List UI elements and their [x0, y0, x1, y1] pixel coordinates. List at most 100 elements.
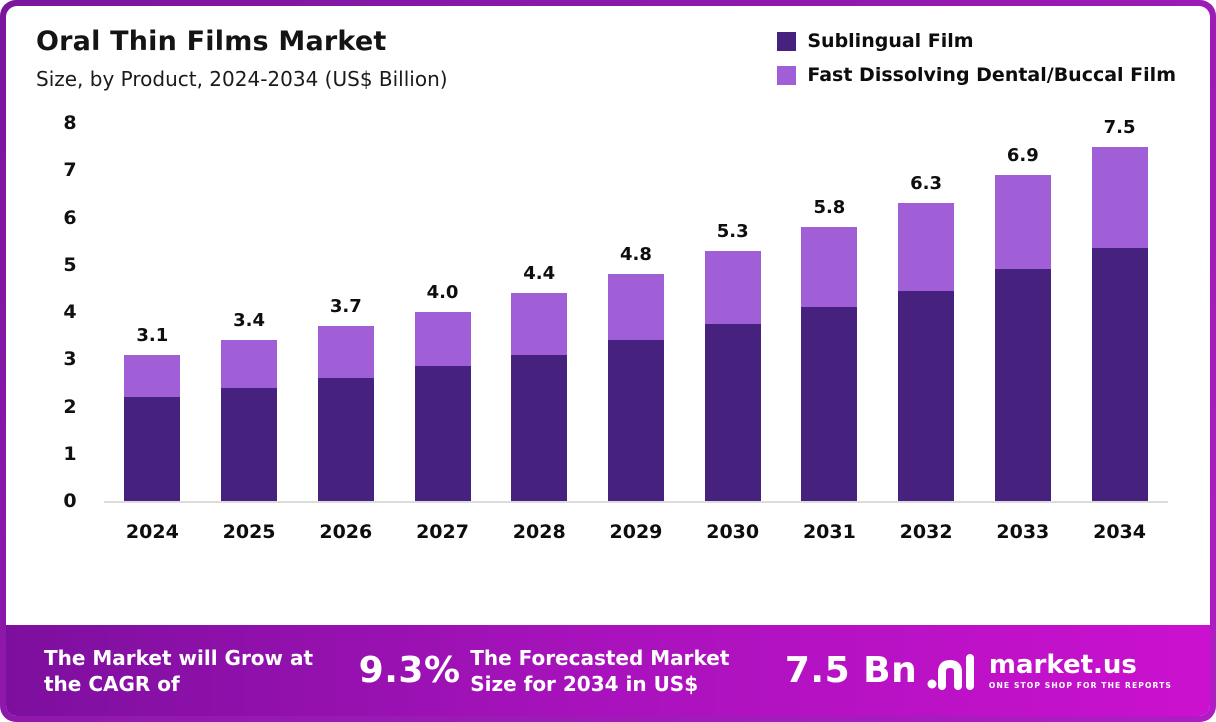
brand-name: market.us — [988, 649, 1137, 680]
bar-total-label: 4.0 — [426, 282, 459, 304]
legend-swatch-icon — [777, 65, 797, 85]
brand-text: market.us One Stop Shop For The Reports — [989, 652, 1172, 690]
chart-legend: Sublingual Film Fast Dissolving Dental/Bu… — [777, 30, 1176, 86]
bar-segment-buccal-film — [124, 354, 181, 398]
x-axis-label: 2026 — [319, 521, 373, 543]
x-axis-label: 2032 — [899, 521, 953, 543]
bar-segment-sublingual-film — [801, 307, 858, 501]
bars-container: 3.1 3.4 3.7 4.0 4.4 4.8 5.3 5.8 6.3 6.9 7.5 — [104, 117, 1168, 501]
stacked-bar — [801, 226, 858, 501]
legend-swatch-icon — [777, 31, 797, 51]
bar-segment-sublingual-film — [511, 354, 568, 501]
infographic-card: Oral Thin Films Market Size, by Product,… — [6, 6, 1210, 716]
footer-banner: The Market will Grow at the CAGR of 9.3%… — [6, 625, 1210, 716]
bar-segment-buccal-film — [607, 274, 664, 341]
x-axis-label: 2029 — [609, 521, 663, 543]
bar-group: 4.0 — [394, 125, 491, 501]
bar-total-label: 6.9 — [1006, 144, 1039, 166]
chart-subtitle: Size, by Product, 2024-2034 (US$ Billion… — [36, 67, 448, 91]
bar-group: 6.9 — [974, 125, 1071, 501]
cagr-text: The Market will Grow at the CAGR of — [44, 645, 314, 696]
bar-group: 4.8 — [588, 125, 685, 501]
bar-total-label: 5.8 — [813, 196, 846, 218]
forecast-value: 7.5 Bn — [784, 650, 918, 691]
stacked-bar — [607, 274, 664, 501]
bar-segment-buccal-film — [994, 174, 1051, 270]
x-axis-label: 2024 — [125, 521, 179, 543]
x-axis-label: 2030 — [706, 521, 760, 543]
bar-segment-buccal-film — [414, 312, 471, 367]
market-us-logo-icon — [927, 653, 974, 690]
legend-label: Fast Dissolving Dental/Buccal Film — [807, 64, 1176, 86]
stacked-bar — [704, 250, 761, 501]
bar-segment-buccal-film — [898, 203, 955, 291]
chart-header: Oral Thin Films Market Size, by Product,… — [6, 6, 1210, 91]
bar-total-label: 4.8 — [620, 244, 652, 266]
stacked-bar — [414, 312, 471, 501]
bar-total-label: 3.1 — [136, 324, 169, 346]
stacked-bar — [221, 340, 278, 501]
bar-group: 3.7 — [297, 125, 394, 501]
x-axis-label: 2034 — [1093, 521, 1146, 543]
bar-segment-buccal-film — [317, 326, 374, 379]
bar-segment-buccal-film — [511, 293, 568, 355]
stacked-bar — [317, 326, 374, 501]
chart-title: Oral Thin Films Market — [36, 26, 387, 57]
bar-total-label: 3.7 — [329, 296, 362, 318]
bar-segment-sublingual-film — [221, 387, 278, 501]
y-axis-tick: 5 — [63, 253, 77, 276]
bar-group: 3.1 — [104, 125, 201, 501]
bar-segment-sublingual-film — [704, 323, 761, 501]
legend-item: Fast Dissolving Dental/Buccal Film — [777, 64, 1176, 86]
bar-segment-buccal-film — [801, 226, 858, 308]
bar-segment-sublingual-film — [607, 340, 664, 501]
y-axis-tick: 7 — [63, 159, 77, 182]
stacked-bar — [994, 174, 1051, 501]
bar-group: 7.5 — [1071, 117, 1168, 501]
bar-total-label: 3.4 — [233, 310, 266, 332]
x-axis-label: 2028 — [512, 521, 566, 543]
bar-total-label: 6.3 — [910, 173, 943, 195]
y-axis-tick: 0 — [63, 490, 77, 512]
bar-segment-sublingual-film — [124, 397, 181, 501]
x-axis: 2024 2025 2026 2027 2028 2029 2030 2031 2032 2033… — [104, 521, 1168, 543]
bar-group: 6.3 — [878, 125, 975, 501]
bar-segment-sublingual-film — [317, 378, 374, 501]
y-axis-tick: 3 — [63, 348, 77, 371]
y-axis-tick: 4 — [63, 301, 77, 323]
legend-item: Sublingual Film — [777, 30, 1176, 52]
stacked-bar — [1091, 146, 1148, 501]
bar-segment-buccal-film — [1091, 146, 1148, 249]
bar-group: 4.4 — [491, 125, 588, 501]
x-axis-label: 2025 — [222, 521, 276, 543]
x-axis-label: 2027 — [416, 521, 469, 543]
y-axis-tick: 8 — [63, 112, 77, 134]
bar-group: 5.3 — [684, 125, 781, 501]
bar-segment-sublingual-film — [994, 269, 1051, 501]
x-axis-label: 2031 — [802, 521, 856, 543]
y-axis-tick: 2 — [63, 395, 77, 418]
y-axis-tick: 1 — [63, 442, 77, 465]
stacked-bar — [511, 293, 568, 501]
forecast-text: The Forecasted Market Size for 2034 in U… — [470, 645, 730, 696]
chart-area: 0 1 2 3 4 5 6 7 8 3.1 3.4 3.7 4.0 4.4 4.8 5.3 5.8 6.3 6.9… — [6, 112, 1210, 625]
y-axis-tick: 6 — [63, 206, 77, 229]
brand-tagline: One Stop Shop For The Reports — [988, 680, 1172, 690]
stacked-bar — [124, 354, 181, 501]
bar-total-label: 7.5 — [1103, 116, 1136, 138]
x-axis-label: 2033 — [996, 521, 1050, 543]
bar-group: 3.4 — [201, 125, 298, 501]
bar-segment-sublingual-film — [898, 290, 955, 501]
legend-label: Sublingual Film — [807, 30, 974, 52]
cagr-value: 9.3% — [358, 650, 461, 691]
bar-segment-sublingual-film — [1091, 248, 1148, 501]
brand-logo-block: market.us One Stop Shop For The Reports — [927, 651, 1172, 691]
bar-total-label: 5.3 — [716, 220, 749, 242]
bar-total-label: 4.4 — [523, 263, 556, 285]
stacked-bar — [898, 203, 955, 501]
bar-segment-buccal-film — [221, 340, 278, 388]
bar-group: 5.8 — [781, 125, 878, 501]
bar-segment-buccal-film — [704, 250, 761, 324]
bar-segment-sublingual-film — [414, 366, 471, 501]
